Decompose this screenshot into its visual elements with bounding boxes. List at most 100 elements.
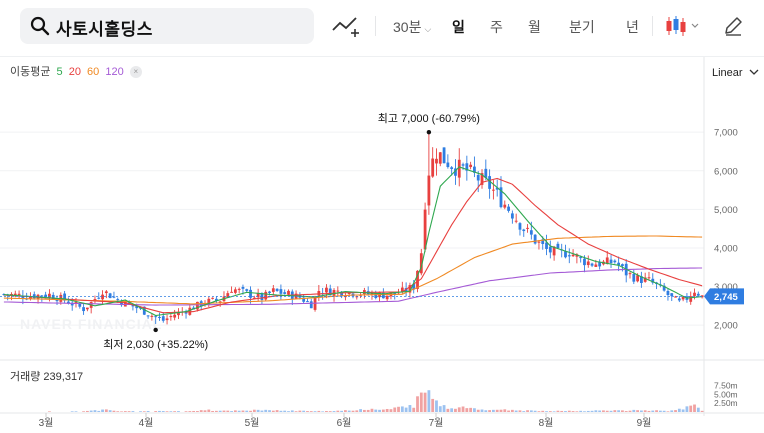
volume-bar xyxy=(476,409,480,412)
volume-bars xyxy=(48,390,704,412)
pencil-icon[interactable] xyxy=(722,14,744,38)
period-quarter[interactable]: 분기 xyxy=(569,19,595,35)
candle-body xyxy=(446,162,450,168)
volume-label: 거래량 239,317 xyxy=(10,371,84,383)
volume-bar xyxy=(344,410,347,412)
candle-body xyxy=(165,318,169,321)
volume-bar xyxy=(469,407,473,412)
volume-bar xyxy=(192,410,196,412)
candle-body xyxy=(158,316,161,318)
volume-bar xyxy=(685,406,689,412)
volume-bar xyxy=(256,409,260,412)
volume-bar xyxy=(495,409,499,412)
volume-bar xyxy=(271,410,275,412)
x-tick-label: 6월 xyxy=(337,417,352,429)
indicator-add-icon[interactable] xyxy=(330,12,360,40)
volume-bar xyxy=(214,410,218,412)
volume-bar xyxy=(662,410,666,412)
volume-bar xyxy=(666,411,670,412)
candle-body xyxy=(127,302,131,304)
x-tick-label: 3월 xyxy=(39,417,54,429)
volume-bar xyxy=(233,410,237,412)
candle-body xyxy=(548,246,552,253)
candle-body xyxy=(154,316,158,318)
volume-bar xyxy=(169,411,173,412)
volume-bar xyxy=(207,409,211,412)
period-day[interactable]: 일 xyxy=(452,19,465,35)
candle-body xyxy=(484,168,488,178)
close-icon[interactable]: × xyxy=(129,66,142,78)
candle-body xyxy=(393,292,397,295)
scale-selector[interactable]: Linear xyxy=(712,67,759,79)
stock-search-box[interactable]: 사토시홀딩스 xyxy=(20,8,314,44)
period-month[interactable]: 월 xyxy=(528,19,541,35)
candle-body xyxy=(526,227,529,229)
candles xyxy=(2,132,704,325)
volume-bar xyxy=(689,405,693,412)
volume-bar xyxy=(526,410,529,412)
volume-bar xyxy=(211,410,214,412)
candle-body xyxy=(507,206,510,211)
volume-bar xyxy=(222,410,226,412)
candle-body xyxy=(408,285,412,293)
volume-bar xyxy=(533,410,537,412)
candle-body xyxy=(427,175,431,206)
period-week[interactable]: 주 xyxy=(490,19,503,35)
volume-bar xyxy=(677,408,681,412)
volume-bar xyxy=(412,407,416,412)
volume-bar xyxy=(218,410,222,412)
volume-bar xyxy=(693,404,696,412)
candle-body xyxy=(628,273,632,275)
candle-body xyxy=(522,229,526,232)
volume-bar xyxy=(370,408,374,412)
candle-body xyxy=(340,291,344,297)
candle-body xyxy=(306,301,309,303)
volume-bar xyxy=(146,410,150,412)
candle-body xyxy=(681,296,685,300)
ma5-line xyxy=(3,166,703,317)
candle-body xyxy=(51,294,55,300)
x-tick-label: 5월 xyxy=(245,417,260,429)
volume-bar xyxy=(571,411,575,412)
candle-body xyxy=(435,158,438,164)
volume-bar xyxy=(101,409,104,412)
volume-bar xyxy=(302,410,306,412)
period-year[interactable]: 년 xyxy=(626,19,639,35)
candle-body xyxy=(230,291,233,293)
volume-bar xyxy=(139,411,142,412)
candle-body xyxy=(571,254,575,257)
watermark: NAVER FINANCIAL xyxy=(20,316,163,332)
volume-bar xyxy=(552,411,556,412)
volume-bar xyxy=(108,410,112,412)
volume-bar xyxy=(351,410,355,412)
candle-body xyxy=(457,159,461,178)
candle-body xyxy=(556,243,560,249)
candle-body xyxy=(598,262,602,267)
volume-bar xyxy=(158,410,161,412)
candle-body xyxy=(677,298,681,301)
volume-bar xyxy=(385,408,389,412)
volume-bar xyxy=(260,410,264,412)
volume-bar xyxy=(602,410,605,412)
volume-bar xyxy=(283,410,287,412)
candle-body xyxy=(256,293,260,298)
candle-body xyxy=(93,298,97,301)
candle-body xyxy=(666,290,670,295)
candle-body xyxy=(173,314,177,318)
volume-bar xyxy=(393,407,397,412)
candle-body xyxy=(473,166,476,173)
volume-bar xyxy=(241,410,245,412)
volume-bar xyxy=(237,410,241,412)
candle-body xyxy=(518,223,522,230)
candle-body xyxy=(412,283,416,290)
volume-bar xyxy=(522,411,526,412)
volume-bar xyxy=(609,410,613,412)
period-30min[interactable]: 30분 ⌵ xyxy=(393,17,431,37)
chart-type-selector[interactable] xyxy=(664,14,704,38)
volume-bar xyxy=(567,410,571,412)
candle-body xyxy=(370,293,374,295)
volume-bar xyxy=(347,410,351,412)
candle-body xyxy=(647,277,651,279)
candle-body xyxy=(241,286,245,289)
candle-body xyxy=(214,298,218,301)
